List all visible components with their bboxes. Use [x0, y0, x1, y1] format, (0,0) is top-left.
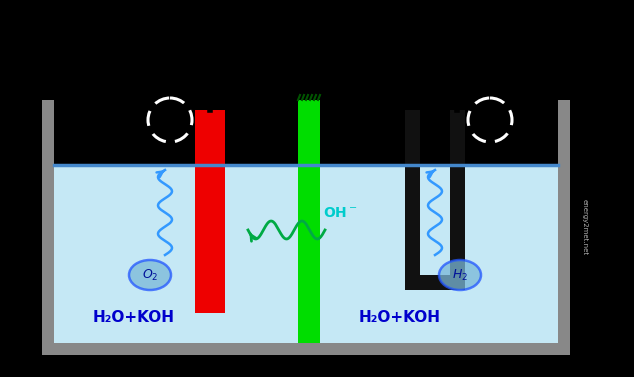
- Bar: [42, 100, 54, 355]
- Text: H₂O+KOH: H₂O+KOH: [359, 311, 441, 325]
- Text: OH$^-$: OH$^-$: [323, 206, 358, 220]
- Text: H₂O+KOH: H₂O+KOH: [93, 311, 175, 325]
- Bar: [54, 165, 558, 343]
- Ellipse shape: [439, 260, 481, 290]
- Bar: [450, 110, 465, 290]
- Bar: [195, 110, 225, 313]
- Text: $O_2$: $O_2$: [142, 267, 158, 282]
- Text: −: −: [480, 108, 500, 132]
- Bar: [558, 100, 570, 355]
- Bar: [54, 100, 558, 165]
- Bar: [42, 343, 570, 355]
- Ellipse shape: [129, 260, 171, 290]
- Bar: [405, 110, 420, 290]
- Bar: [405, 275, 465, 290]
- Text: energy2met.net: energy2met.net: [582, 199, 588, 255]
- Text: +: +: [160, 108, 180, 132]
- Text: $H_2$: $H_2$: [452, 267, 468, 282]
- Bar: [298, 100, 320, 343]
